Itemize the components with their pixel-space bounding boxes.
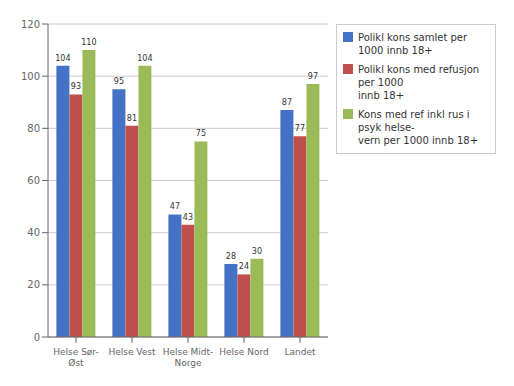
html-text:Polikl kons med refusjon per 1: Polikl kons med refusjon per 1000 innb 1… <box>358 64 480 101</box>
svg-text:Helse Sør-Øst: Helse Sør-Øst <box>53 347 98 368</box>
svg-text:20: 20 <box>27 279 40 290</box>
svg-text:104: 104 <box>137 54 152 63</box>
svg-text:100: 100 <box>21 71 40 82</box>
svg-text:43: 43 <box>183 213 193 222</box>
svg-text:Helse Midt-Norge: Helse Midt-Norge <box>163 347 214 368</box>
svg-text:28: 28 <box>226 252 236 261</box>
svg-text:0: 0 <box>34 332 40 343</box>
svg-text:47: 47 <box>170 202 180 211</box>
svg-text:120: 120 <box>21 19 40 30</box>
svg-text:110: 110 <box>81 38 96 47</box>
svg-text:80: 80 <box>27 123 40 134</box>
svg-text:Helse Nord: Helse Nord <box>219 347 268 357</box>
svg-text:75: 75 <box>196 129 206 138</box>
svg-text:93: 93 <box>71 82 81 91</box>
svg-text:40: 40 <box>27 227 40 238</box>
svg-text:24: 24 <box>239 262 249 271</box>
svg-text:77: 77 <box>295 124 305 133</box>
svg-text:87: 87 <box>282 98 292 107</box>
svg-text:Landet: Landet <box>284 347 315 357</box>
html-text:Polikl kons samlet per 1000 in: Polikl kons samlet per 1000 innb 18+ <box>358 32 468 56</box>
svg-text:60: 60 <box>27 175 40 186</box>
svg-text:81: 81 <box>127 114 137 123</box>
html-text:Kons med ref inkl rus i psyk h: Kons med ref inkl rus i psyk helse- vern… <box>358 109 478 146</box>
svg-text:30: 30 <box>252 247 262 256</box>
svg-text:104: 104 <box>55 54 70 63</box>
svg-text:97: 97 <box>308 72 318 81</box>
svg-text:95: 95 <box>114 77 124 86</box>
svg-text:Helse Vest: Helse Vest <box>108 347 156 357</box>
